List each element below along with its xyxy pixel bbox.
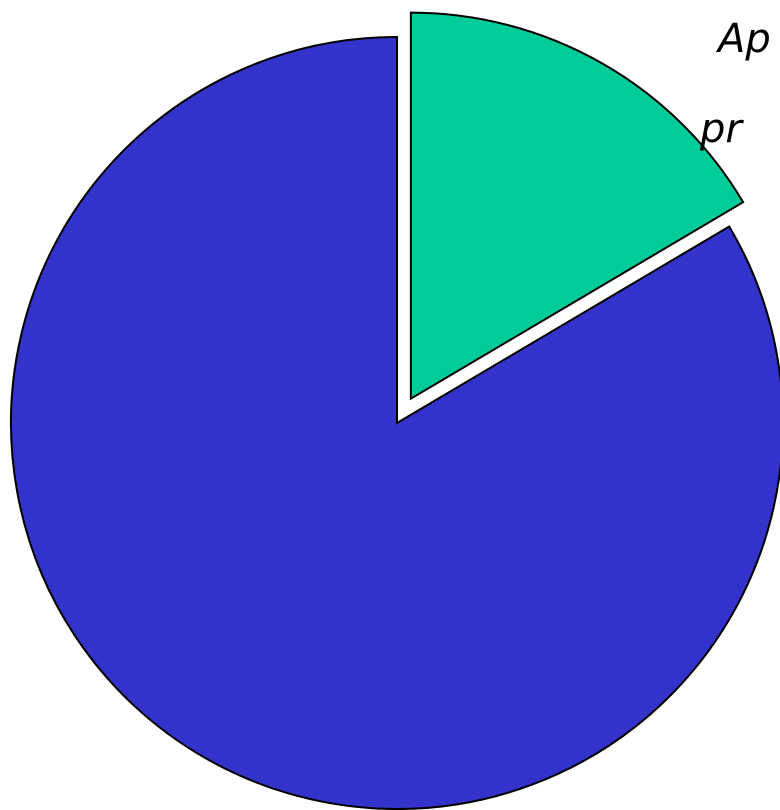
pie-slice-0-outline bbox=[409, 11, 745, 401]
slice-label-line-0: Ap bbox=[715, 16, 771, 62]
slice-label-line-1: pr bbox=[699, 106, 744, 152]
pie-slice-1 bbox=[10, 35, 780, 810]
